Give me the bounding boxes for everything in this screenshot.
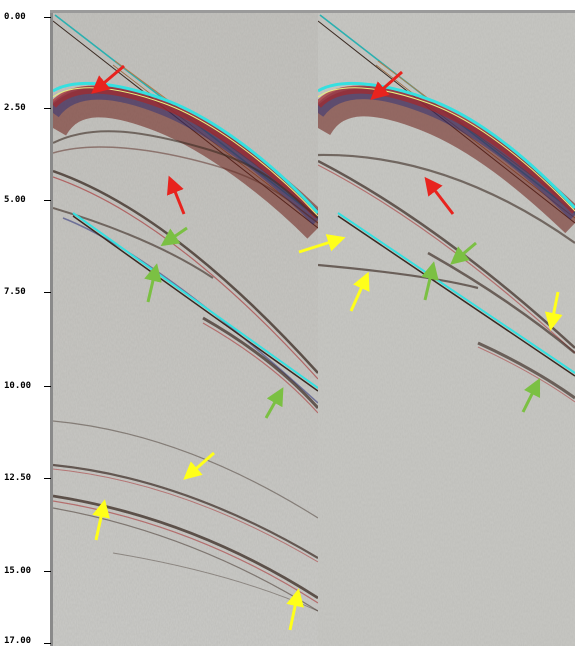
tick-mark [44,292,51,293]
tick-mark [44,17,51,18]
tick-label: 12.50 [4,473,32,483]
top-border [50,10,575,13]
tick-label: 2.50 [4,103,26,113]
tick-mark [44,643,51,644]
tick-label: 10.00 [4,381,32,391]
tick-mark [44,200,51,201]
seafloor-reflector [318,82,575,244]
tick-label: 17.00 [4,636,32,646]
tick-label: 15.00 [4,566,32,576]
left-gather-panel [53,13,318,646]
primary-reflectors [318,159,575,403]
tick-mark [44,571,51,572]
right-gather-panel [318,13,575,646]
tick-label: 5.00 [4,195,26,205]
time-axis: 0.00 2.50 5.00 7.50 10.00 12.50 15.00 17… [0,0,53,646]
tick-label: 0.00 [4,12,26,22]
seafloor-reflector [53,82,318,239]
time-axis-line [50,10,53,646]
tick-mark [44,478,51,479]
tick-label: 7.50 [4,287,26,297]
deep-reflectors [53,420,318,612]
tick-mark [44,108,51,109]
tick-mark [44,386,51,387]
